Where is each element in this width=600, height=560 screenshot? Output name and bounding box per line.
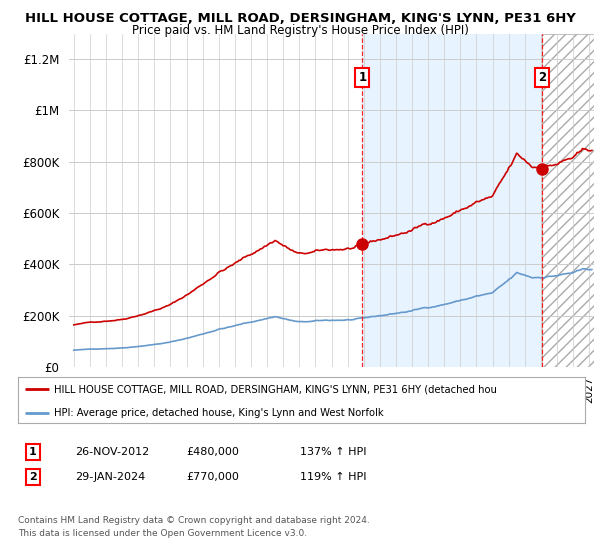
Text: 2: 2 [538,71,546,83]
Text: £770,000: £770,000 [186,472,239,482]
Bar [542,34,600,367]
Text: 119% ↑ HPI: 119% ↑ HPI [300,472,367,482]
Text: 29-JAN-2024: 29-JAN-2024 [75,472,145,482]
Bar [362,34,542,367]
Text: HILL HOUSE COTTAGE, MILL ROAD, DERSINGHAM, KING'S LYNN, PE31 6HY: HILL HOUSE COTTAGE, MILL ROAD, DERSINGHA… [25,12,575,25]
Text: This data is licensed under the Open Government Licence v3.0.: This data is licensed under the Open Gov… [18,529,307,538]
Text: 2: 2 [29,472,37,482]
Text: 137% ↑ HPI: 137% ↑ HPI [300,447,367,457]
Text: Price paid vs. HM Land Registry's House Price Index (HPI): Price paid vs. HM Land Registry's House … [131,24,469,36]
Text: Contains HM Land Registry data © Crown copyright and database right 2024.: Contains HM Land Registry data © Crown c… [18,516,370,525]
Text: HILL HOUSE COTTAGE, MILL ROAD, DERSINGHAM, KING'S LYNN, PE31 6HY (detached hou: HILL HOUSE COTTAGE, MILL ROAD, DERSINGHA… [54,384,497,394]
Text: £480,000: £480,000 [186,447,239,457]
Text: 1: 1 [358,71,367,83]
Text: 26-NOV-2012: 26-NOV-2012 [75,447,149,457]
Text: HPI: Average price, detached house, King's Lynn and West Norfolk: HPI: Average price, detached house, King… [54,408,383,418]
Text: 1: 1 [29,447,37,457]
